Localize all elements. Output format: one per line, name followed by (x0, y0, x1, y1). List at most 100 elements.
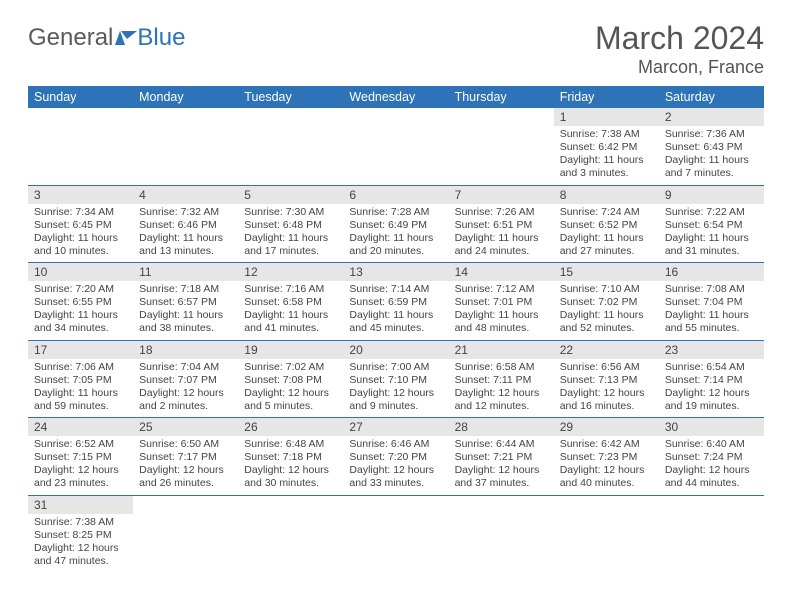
location: Marcon, France (595, 57, 764, 78)
day-details: Sunrise: 7:00 AMSunset: 7:10 PMDaylight:… (343, 359, 448, 418)
day-details: Sunrise: 7:30 AMSunset: 6:48 PMDaylight:… (238, 204, 343, 263)
calendar-cell (449, 495, 554, 572)
calendar-cell: 6Sunrise: 7:28 AMSunset: 6:49 PMDaylight… (343, 185, 448, 263)
day-details: Sunrise: 6:40 AMSunset: 7:24 PMDaylight:… (659, 436, 764, 495)
day-details: Sunrise: 7:20 AMSunset: 6:55 PMDaylight:… (28, 281, 133, 340)
logo-text-blue: Blue (137, 24, 185, 52)
calendar-cell: 21Sunrise: 6:58 AMSunset: 7:11 PMDayligh… (449, 340, 554, 418)
logo: General Blue (28, 20, 185, 52)
weekday-header: Friday (554, 86, 659, 108)
day-details: Sunrise: 7:28 AMSunset: 6:49 PMDaylight:… (343, 204, 448, 263)
calendar-table: SundayMondayTuesdayWednesdayThursdayFrid… (28, 86, 764, 572)
day-number: 15 (554, 263, 659, 281)
calendar-cell: 1Sunrise: 7:38 AMSunset: 6:42 PMDaylight… (554, 108, 659, 185)
header: General Blue March 2024 Marcon, France (28, 20, 764, 78)
calendar-cell: 27Sunrise: 6:46 AMSunset: 7:20 PMDayligh… (343, 418, 448, 496)
calendar-cell: 15Sunrise: 7:10 AMSunset: 7:02 PMDayligh… (554, 263, 659, 341)
calendar-cell (133, 495, 238, 572)
day-number: 24 (28, 418, 133, 436)
month-title: March 2024 (595, 20, 764, 57)
day-details: Sunrise: 7:06 AMSunset: 7:05 PMDaylight:… (28, 359, 133, 418)
calendar-cell (343, 108, 448, 185)
title-block: March 2024 Marcon, France (595, 20, 764, 78)
calendar-cell: 26Sunrise: 6:48 AMSunset: 7:18 PMDayligh… (238, 418, 343, 496)
weekday-header: Thursday (449, 86, 554, 108)
day-details: Sunrise: 7:14 AMSunset: 6:59 PMDaylight:… (343, 281, 448, 340)
calendar-cell: 31Sunrise: 7:38 AMSunset: 8:25 PMDayligh… (28, 495, 133, 572)
day-number: 18 (133, 341, 238, 359)
calendar-cell: 14Sunrise: 7:12 AMSunset: 7:01 PMDayligh… (449, 263, 554, 341)
weekday-header: Sunday (28, 86, 133, 108)
calendar-cell: 28Sunrise: 6:44 AMSunset: 7:21 PMDayligh… (449, 418, 554, 496)
calendar-cell: 3Sunrise: 7:34 AMSunset: 6:45 PMDaylight… (28, 185, 133, 263)
day-details: Sunrise: 7:32 AMSunset: 6:46 PMDaylight:… (133, 204, 238, 263)
calendar-cell: 23Sunrise: 6:54 AMSunset: 7:14 PMDayligh… (659, 340, 764, 418)
day-number: 20 (343, 341, 448, 359)
day-number: 13 (343, 263, 448, 281)
day-number: 1 (554, 108, 659, 126)
calendar-cell (238, 108, 343, 185)
calendar-cell: 10Sunrise: 7:20 AMSunset: 6:55 PMDayligh… (28, 263, 133, 341)
day-details: Sunrise: 7:02 AMSunset: 7:08 PMDaylight:… (238, 359, 343, 418)
weekday-header: Monday (133, 86, 238, 108)
day-number: 6 (343, 186, 448, 204)
day-details: Sunrise: 7:34 AMSunset: 6:45 PMDaylight:… (28, 204, 133, 263)
calendar-cell: 30Sunrise: 6:40 AMSunset: 7:24 PMDayligh… (659, 418, 764, 496)
day-details: Sunrise: 7:12 AMSunset: 7:01 PMDaylight:… (449, 281, 554, 340)
calendar-cell (343, 495, 448, 572)
logo-text-general: General (28, 24, 113, 52)
calendar-cell: 8Sunrise: 7:24 AMSunset: 6:52 PMDaylight… (554, 185, 659, 263)
day-details: Sunrise: 7:24 AMSunset: 6:52 PMDaylight:… (554, 204, 659, 263)
day-number: 30 (659, 418, 764, 436)
day-details: Sunrise: 6:44 AMSunset: 7:21 PMDaylight:… (449, 436, 554, 495)
calendar-cell: 20Sunrise: 7:00 AMSunset: 7:10 PMDayligh… (343, 340, 448, 418)
calendar-cell: 17Sunrise: 7:06 AMSunset: 7:05 PMDayligh… (28, 340, 133, 418)
day-number: 11 (133, 263, 238, 281)
day-number: 2 (659, 108, 764, 126)
day-number: 19 (238, 341, 343, 359)
day-number: 22 (554, 341, 659, 359)
day-number: 23 (659, 341, 764, 359)
day-details: Sunrise: 6:48 AMSunset: 7:18 PMDaylight:… (238, 436, 343, 495)
day-number: 27 (343, 418, 448, 436)
calendar-cell: 19Sunrise: 7:02 AMSunset: 7:08 PMDayligh… (238, 340, 343, 418)
calendar-cell: 11Sunrise: 7:18 AMSunset: 6:57 PMDayligh… (133, 263, 238, 341)
day-details: Sunrise: 6:56 AMSunset: 7:13 PMDaylight:… (554, 359, 659, 418)
day-number: 8 (554, 186, 659, 204)
calendar-cell: 22Sunrise: 6:56 AMSunset: 7:13 PMDayligh… (554, 340, 659, 418)
day-number: 5 (238, 186, 343, 204)
day-details: Sunrise: 7:04 AMSunset: 7:07 PMDaylight:… (133, 359, 238, 418)
day-number: 17 (28, 341, 133, 359)
calendar-cell: 24Sunrise: 6:52 AMSunset: 7:15 PMDayligh… (28, 418, 133, 496)
weekday-header: Wednesday (343, 86, 448, 108)
calendar-cell: 16Sunrise: 7:08 AMSunset: 7:04 PMDayligh… (659, 263, 764, 341)
calendar-cell (659, 495, 764, 572)
day-number: 3 (28, 186, 133, 204)
day-details: Sunrise: 6:52 AMSunset: 7:15 PMDaylight:… (28, 436, 133, 495)
day-number: 7 (449, 186, 554, 204)
day-details: Sunrise: 7:10 AMSunset: 7:02 PMDaylight:… (554, 281, 659, 340)
calendar-cell (449, 108, 554, 185)
day-details: Sunrise: 6:46 AMSunset: 7:20 PMDaylight:… (343, 436, 448, 495)
day-details: Sunrise: 7:22 AMSunset: 6:54 PMDaylight:… (659, 204, 764, 263)
calendar-cell: 13Sunrise: 7:14 AMSunset: 6:59 PMDayligh… (343, 263, 448, 341)
day-number: 10 (28, 263, 133, 281)
calendar-cell: 29Sunrise: 6:42 AMSunset: 7:23 PMDayligh… (554, 418, 659, 496)
day-details: Sunrise: 6:54 AMSunset: 7:14 PMDaylight:… (659, 359, 764, 418)
day-details: Sunrise: 7:38 AMSunset: 8:25 PMDaylight:… (28, 514, 133, 573)
day-details: Sunrise: 6:42 AMSunset: 7:23 PMDaylight:… (554, 436, 659, 495)
calendar-head: SundayMondayTuesdayWednesdayThursdayFrid… (28, 86, 764, 108)
day-number: 9 (659, 186, 764, 204)
day-details: Sunrise: 7:18 AMSunset: 6:57 PMDaylight:… (133, 281, 238, 340)
calendar-cell: 12Sunrise: 7:16 AMSunset: 6:58 PMDayligh… (238, 263, 343, 341)
day-details: Sunrise: 6:58 AMSunset: 7:11 PMDaylight:… (449, 359, 554, 418)
calendar-cell (28, 108, 133, 185)
day-number: 25 (133, 418, 238, 436)
calendar-cell: 2Sunrise: 7:36 AMSunset: 6:43 PMDaylight… (659, 108, 764, 185)
calendar-body: 1Sunrise: 7:38 AMSunset: 6:42 PMDaylight… (28, 108, 764, 572)
day-details: Sunrise: 6:50 AMSunset: 7:17 PMDaylight:… (133, 436, 238, 495)
day-number: 29 (554, 418, 659, 436)
calendar-cell: 9Sunrise: 7:22 AMSunset: 6:54 PMDaylight… (659, 185, 764, 263)
weekday-header: Saturday (659, 86, 764, 108)
flag-icon (115, 24, 137, 52)
